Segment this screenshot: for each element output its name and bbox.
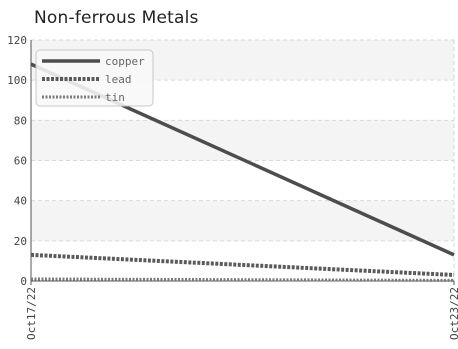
y-tick-label: 80: [14, 114, 27, 127]
legend-label-lead: lead: [105, 73, 132, 86]
legend-label-copper: copper: [105, 55, 145, 68]
y-tick-label: 60: [14, 155, 27, 168]
series-line-lead: [30, 252, 455, 277]
y-tick-label: 40: [14, 195, 27, 208]
y-tick-label: 100: [7, 74, 27, 87]
legend-label-tin: tin: [105, 91, 125, 104]
x-tick-label: Oct17/22: [25, 287, 38, 340]
plot-band: [31, 120, 454, 161]
y-tick-label: 0: [20, 275, 27, 288]
legend: copper lead tin: [35, 49, 154, 107]
chart-title: Non-ferrous Metals: [34, 8, 199, 28]
series-line-tin: [30, 277, 455, 282]
y-tick-label: 20: [14, 235, 27, 248]
plot-band: [31, 200, 454, 241]
y-tick-label: 120: [7, 34, 27, 47]
x-tick-label: Oct23/22: [448, 287, 458, 340]
